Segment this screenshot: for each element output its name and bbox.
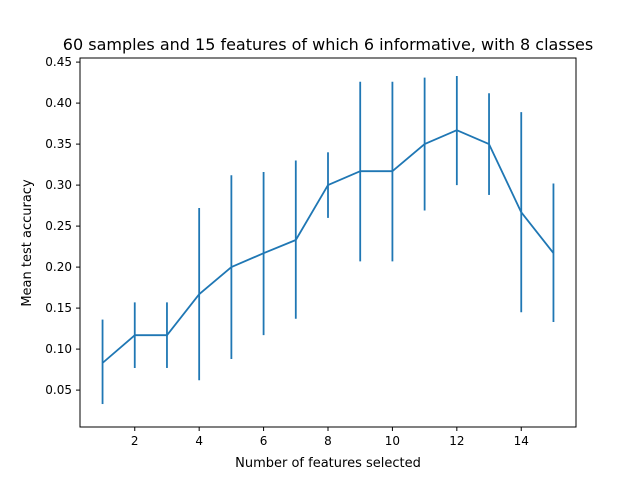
y-axis-ticks: 0.05 0.10 0.15 0.20 0.25 0.30 0.35 0.40 0.45 <box>45 55 80 397</box>
x-tick-label: 12 <box>449 434 464 448</box>
x-tick-label: 6 <box>260 434 268 448</box>
y-axis-label: Mean test accuracy <box>20 179 35 307</box>
y-tick-label: 0.25 <box>45 219 72 233</box>
chart-title: 60 samples and 15 features of which 6 in… <box>63 35 593 54</box>
y-tick-label: 0.15 <box>45 301 72 315</box>
y-tick-label: 0.20 <box>45 260 72 274</box>
y-tick-label: 0.05 <box>45 383 72 397</box>
y-tick-label: 0.45 <box>45 55 72 69</box>
x-tick-label: 10 <box>385 434 400 448</box>
x-tick-label: 14 <box>514 434 529 448</box>
data-line-group <box>101 129 555 364</box>
y-tick-label: 0.35 <box>45 137 72 151</box>
y-tick-label: 0.40 <box>45 96 72 110</box>
x-tick-label: 4 <box>195 434 203 448</box>
y-tick-label: 0.30 <box>45 178 72 192</box>
y-tick-label: 0.10 <box>45 342 72 356</box>
x-axis-ticks: 2 4 6 8 10 12 14 <box>131 427 529 448</box>
data-line <box>101 129 555 364</box>
x-tick-label: 2 <box>131 434 139 448</box>
x-tick-label: 8 <box>324 434 332 448</box>
x-axis-label: Number of features selected <box>235 456 421 471</box>
